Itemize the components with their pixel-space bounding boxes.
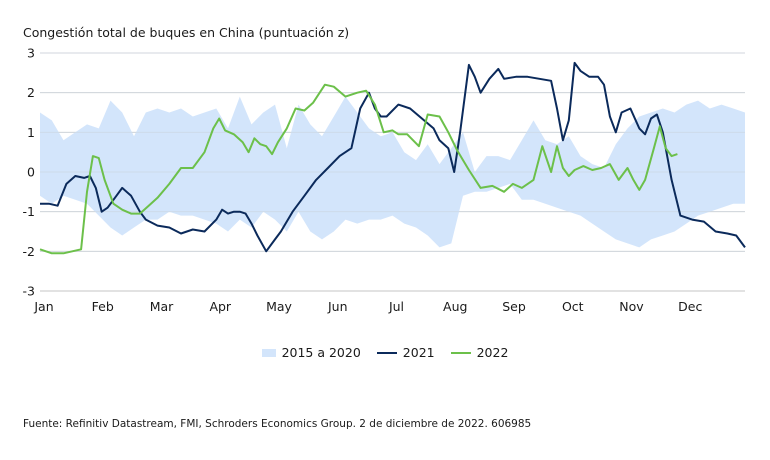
x-tick-label: Oct	[562, 299, 584, 314]
y-tick-label: 2	[27, 85, 35, 100]
series-line-2021	[40, 61, 746, 253]
series-line-2022	[39, 83, 678, 255]
grid-lines-overlay	[40, 52, 745, 252]
legend-swatch-band	[261, 348, 276, 357]
legend-item-band: 2015 a 2020	[261, 345, 361, 360]
x-tick-label: Jan	[33, 299, 53, 314]
source-note: Fuente: Refinitiv Datastream, FMI, Schro…	[23, 418, 532, 430]
legend-label-2022: 2022	[476, 345, 509, 360]
legend-label-2021: 2021	[402, 345, 435, 360]
y-tick-label: 3	[27, 46, 35, 61]
x-tick-label: May	[266, 299, 292, 314]
x-tick-label: Dec	[678, 299, 702, 314]
legend: 2015 a 2020 2021 2022	[0, 345, 770, 360]
x-tick-label: Aug	[443, 299, 467, 314]
legend-swatch-2021	[376, 351, 397, 354]
chart-title: Congestión total de buques en China (pun…	[23, 25, 350, 40]
legend-swatch-2022	[450, 351, 471, 354]
y-axis-ticks: 3 2 1 0 -1 -2 -3	[23, 46, 36, 299]
y-tick-label: -2	[23, 244, 35, 259]
series-lines	[39, 61, 746, 255]
legend-label-band: 2015 a 2020	[281, 345, 361, 360]
x-tick-label: Nov	[619, 299, 644, 314]
y-tick-label: -3	[23, 284, 35, 299]
y-tick-label: 0	[27, 165, 35, 180]
legend-item-2021: 2021	[376, 345, 435, 360]
x-tick-label: Mar	[150, 299, 174, 314]
x-tick-label: Feb	[92, 299, 114, 314]
x-tick-label: Sep	[502, 299, 526, 314]
x-tick-label: Jul	[388, 299, 404, 314]
legend-item-2022: 2022	[450, 345, 509, 360]
x-tick-label: Apr	[209, 299, 231, 314]
x-tick-label: Jun	[327, 299, 348, 314]
y-tick-label: -1	[23, 204, 35, 219]
x-axis-ticks: Jan Feb Mar Apr May Jun Jul Aug Sep Oct Nov Dec	[33, 299, 702, 314]
y-tick-label: 1	[27, 125, 35, 140]
